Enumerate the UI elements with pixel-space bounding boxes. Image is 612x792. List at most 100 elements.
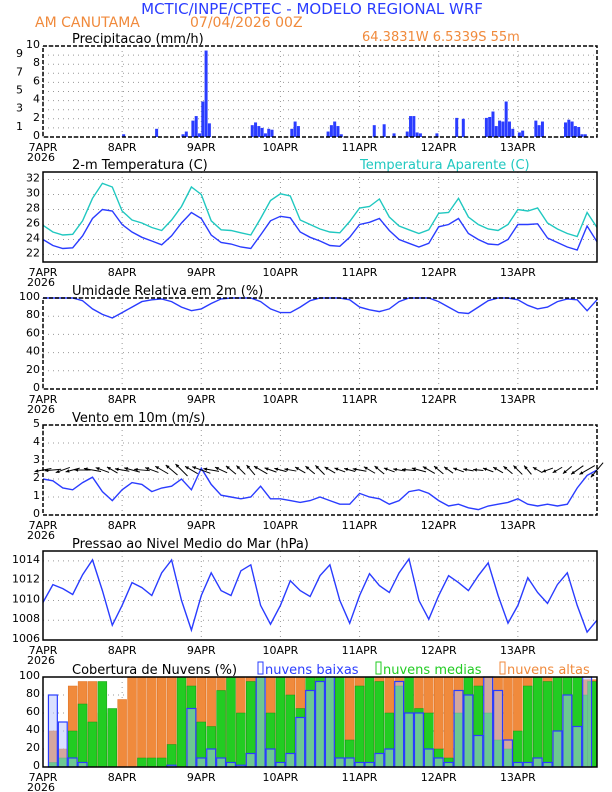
legend-label: nuvens baixas bbox=[265, 663, 359, 678]
wind-arrow bbox=[473, 468, 484, 472]
x-tick-label: 13APR bbox=[500, 266, 536, 279]
cloud-bar-nuvens-medias bbox=[107, 708, 117, 768]
year-label: 2026 bbox=[27, 781, 55, 792]
precip-bar bbox=[204, 50, 208, 137]
x-tick-label: 10APR bbox=[263, 393, 299, 406]
y-tick-label: 1 bbox=[16, 120, 23, 133]
run-label: 07/04/2026 00Z bbox=[190, 15, 303, 31]
cloud-bar-nuvens-medias bbox=[147, 757, 157, 768]
cloud-bar-nuvens-medias bbox=[176, 676, 187, 768]
y-tick-label: 20 bbox=[26, 363, 40, 376]
precip-bar bbox=[207, 123, 211, 137]
panel-title-2: Temperatura Aparente (C) bbox=[359, 158, 530, 173]
cloud-bar-nuvens-baixas bbox=[384, 748, 395, 768]
precip-bar bbox=[494, 126, 498, 137]
y-tick-label: 5 bbox=[16, 84, 23, 97]
y-tick-label: 0 bbox=[33, 129, 40, 142]
cloud-bar-nuvens-baixas bbox=[502, 739, 514, 768]
wind-arrow bbox=[503, 465, 513, 475]
y-tick-label: 40 bbox=[26, 723, 40, 736]
x-tick-label: 10APR bbox=[263, 644, 299, 657]
x-tick-label: 8APR bbox=[108, 141, 137, 154]
precip-bar bbox=[392, 133, 396, 137]
wind-arrow bbox=[236, 465, 246, 475]
cloud-bar-nuvens-medias bbox=[513, 730, 523, 768]
y-tick-label: 30 bbox=[26, 187, 40, 200]
x-tick-label: 9APR bbox=[187, 141, 216, 154]
wind-arrow bbox=[579, 465, 596, 475]
x-tick-label: 7APR bbox=[29, 141, 58, 154]
y-tick-label: 3 bbox=[16, 102, 23, 115]
precip-bar bbox=[484, 117, 488, 137]
precip-bar bbox=[382, 124, 386, 137]
wind-arrow bbox=[433, 465, 444, 475]
wind-arrow bbox=[305, 465, 316, 475]
cloud-bar-nuvens-baixas bbox=[186, 707, 197, 768]
cloud-bar-nuvens-medias bbox=[137, 757, 147, 768]
wind-arrow bbox=[542, 467, 554, 473]
x-tick-label: 13APR bbox=[500, 771, 536, 784]
precip-bar bbox=[511, 128, 515, 137]
panel-frame bbox=[42, 45, 598, 138]
wind-arrow bbox=[523, 465, 532, 475]
panel-title: 2-m Temperatura (C) bbox=[72, 158, 208, 173]
precip-bar bbox=[534, 120, 538, 137]
legend-swatch bbox=[499, 661, 506, 675]
precip-bar bbox=[336, 126, 340, 137]
precip-bar bbox=[583, 134, 587, 137]
wind-arrow bbox=[492, 466, 504, 474]
wind-arrow bbox=[452, 467, 465, 473]
year-label: 2026 bbox=[27, 403, 55, 416]
y-tick-label: 32 bbox=[26, 172, 40, 185]
precip-bar bbox=[498, 120, 502, 137]
cloud-bar-nuvens-baixas bbox=[285, 752, 296, 768]
wind-arrow bbox=[106, 466, 118, 474]
precip-bar bbox=[257, 126, 261, 137]
precip-bar bbox=[418, 133, 422, 137]
wind-arrow bbox=[124, 467, 140, 473]
coords-label: 64.3831W 6.5339S 55m bbox=[362, 30, 520, 45]
y-tick-label: 0 bbox=[33, 759, 40, 772]
legend-swatch bbox=[375, 661, 382, 675]
y-tick-label: 26 bbox=[26, 217, 40, 230]
wind-arrow bbox=[411, 467, 427, 473]
x-tick-label: 11APR bbox=[342, 266, 378, 279]
cloud-bar-nuvens-baixas bbox=[403, 712, 415, 768]
x-tick-label: 7APR bbox=[29, 771, 58, 784]
year-label: 2026 bbox=[27, 654, 55, 667]
wind-arrow bbox=[165, 464, 178, 476]
precip-bar bbox=[455, 117, 459, 137]
precip-bar bbox=[296, 126, 300, 137]
panel-press: 1006 1008 1010 1012 1014 7APR 8APR 9APR 10APR 11A… bbox=[12, 537, 598, 667]
precip-bar bbox=[270, 129, 274, 137]
precip-bar bbox=[405, 131, 409, 137]
cloud-bar-nuvens-baixas bbox=[493, 689, 504, 768]
x-tick-label: 12APR bbox=[421, 266, 457, 279]
x-tick-label: 11APR bbox=[342, 393, 378, 406]
x-tick-label: 13APR bbox=[500, 644, 536, 657]
panel-title: Vento em 10m (m/s) bbox=[72, 411, 205, 426]
wind-arrow bbox=[422, 466, 436, 474]
y-tick-label: 2 bbox=[33, 471, 40, 484]
x-tick-label: 9APR bbox=[187, 519, 216, 532]
x-tick-label: 11APR bbox=[342, 771, 378, 784]
cloud-bar-nuvens-baixas bbox=[413, 712, 424, 768]
cloud-bar-nuvens-baixas bbox=[67, 757, 78, 768]
cloud-bar-nuvens-altas bbox=[443, 676, 454, 768]
wind-arrow bbox=[532, 466, 543, 474]
cloud-bar-nuvens-medias bbox=[226, 676, 236, 768]
x-tick-label: 12APR bbox=[421, 141, 457, 154]
year-label: 2026 bbox=[27, 529, 55, 542]
cloud-bar-nuvens-medias bbox=[77, 703, 88, 768]
precip-bar bbox=[507, 121, 511, 137]
precip-bar bbox=[122, 134, 126, 137]
x-tick-label: 7APR bbox=[29, 644, 58, 657]
cloud-bar-nuvens-medias bbox=[364, 676, 375, 768]
y-tick-label: 20 bbox=[26, 741, 40, 754]
precip-bar bbox=[184, 131, 188, 137]
cloud-bar-nuvens-baixas bbox=[374, 752, 385, 768]
cloud-bar-nuvens-baixas bbox=[572, 725, 583, 768]
cloud-bar-nuvens-altas bbox=[127, 676, 137, 768]
